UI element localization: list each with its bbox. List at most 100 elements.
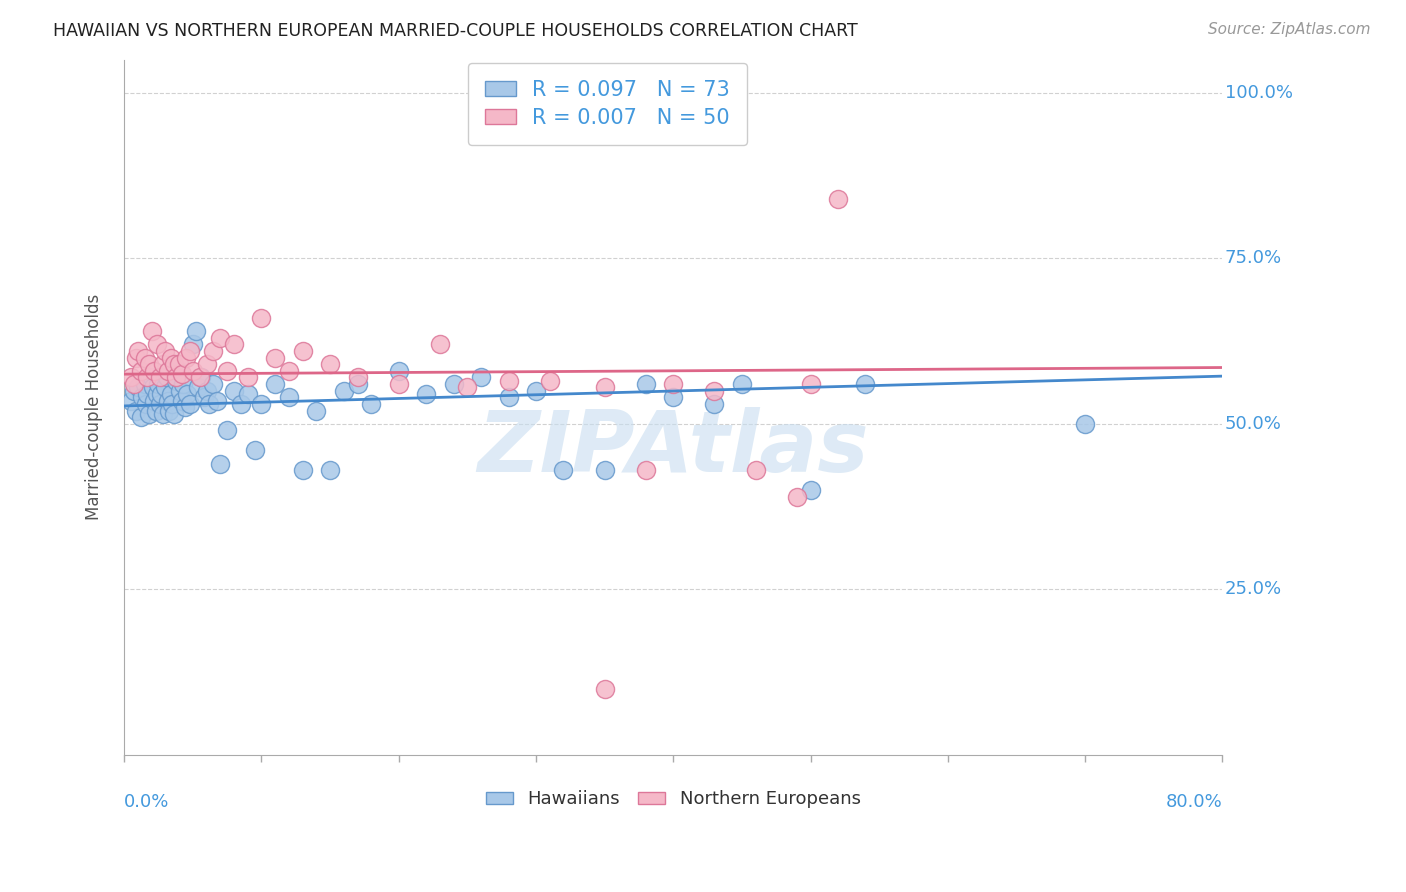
Point [138,357,160,371]
Point [346,370,368,384]
Point [319,463,342,477]
Point [149,397,172,411]
Point [187,380,209,394]
Point [157,364,180,378]
Point [136,370,159,384]
Point [155,343,177,358]
Point [799,377,821,392]
Point [703,397,725,411]
Point [159,403,181,417]
Point [634,377,657,392]
Point [264,351,287,365]
Point [662,377,685,392]
Point [538,374,561,388]
Point [134,377,156,392]
Point [202,343,225,358]
Point [731,377,754,392]
Point [160,397,183,411]
Point [209,331,232,345]
Point [217,364,239,378]
Point [498,374,520,388]
Text: 80.0%: 80.0% [1166,793,1222,811]
Point [202,377,225,392]
Point [277,390,299,404]
Point [250,397,273,411]
Point [170,367,193,381]
Point [593,681,616,696]
Point [176,387,198,401]
Point [157,393,180,408]
Point [799,483,821,497]
Point [703,384,725,398]
Text: Source: ZipAtlas.com: Source: ZipAtlas.com [1208,22,1371,37]
Point [291,343,314,358]
Point [291,463,314,477]
Point [152,407,174,421]
Point [179,397,201,411]
Point [146,337,169,351]
Point [553,463,575,477]
Point [142,380,165,394]
Point [149,370,172,384]
Text: 25.0%: 25.0% [1225,581,1282,599]
Point [125,403,148,417]
Point [662,390,685,404]
Point [152,357,174,371]
Point [207,393,229,408]
Point [388,377,411,392]
Point [456,380,478,394]
Point [122,384,145,398]
Point [122,377,145,392]
Point [181,364,204,378]
Point [162,357,184,371]
Point [388,364,411,378]
Point [184,324,207,338]
Point [125,351,148,365]
Point [229,397,252,411]
Point [190,370,212,384]
Point [138,407,160,421]
Point [143,364,166,378]
Point [165,370,187,384]
Text: HAWAIIAN VS NORTHERN EUROPEAN MARRIED-COUPLE HOUSEHOLDS CORRELATION CHART: HAWAIIAN VS NORTHERN EUROPEAN MARRIED-CO… [53,22,858,40]
Point [146,387,169,401]
Point [195,357,218,371]
Point [827,192,849,206]
Point [305,403,328,417]
Point [429,337,451,351]
Point [173,401,195,415]
Point [346,377,368,392]
Point [250,310,273,325]
Point [222,384,245,398]
Point [129,410,152,425]
Point [209,457,232,471]
Point [141,324,163,338]
Point [786,490,808,504]
Point [165,374,187,388]
Point [744,463,766,477]
Point [145,403,167,417]
Text: 0.0%: 0.0% [124,793,170,811]
Text: 75.0%: 75.0% [1225,249,1282,268]
Point [524,384,547,398]
Point [236,387,259,401]
Point [855,377,877,392]
Point [148,377,170,392]
Point [143,393,166,408]
Point [172,377,194,392]
Point [222,337,245,351]
Point [136,387,159,401]
Point [134,351,156,365]
Point [170,393,193,408]
Point [162,407,184,421]
Point [415,387,437,401]
Point [593,380,616,394]
Point [159,387,181,401]
Point [593,463,616,477]
Point [243,443,266,458]
Point [277,364,299,378]
Point [135,397,157,411]
Point [188,370,211,384]
Point [217,424,239,438]
Point [1074,417,1097,431]
